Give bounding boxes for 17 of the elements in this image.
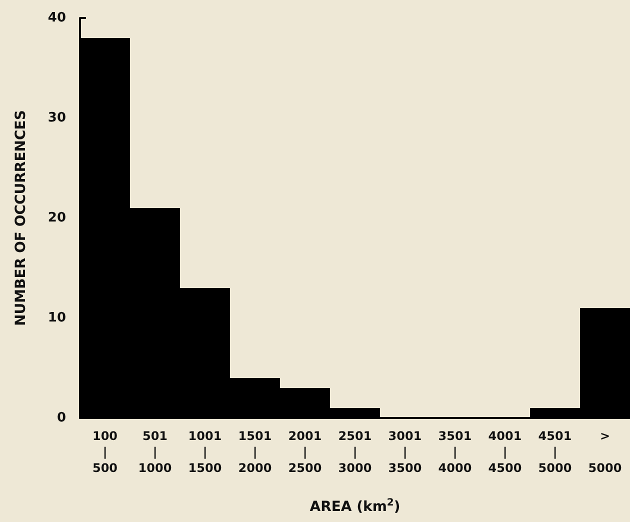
x-tick-label: 3001 | 3500 [388, 429, 422, 475]
y-tick-label: 20 [48, 210, 66, 226]
x-tick-label: 1001 | 1500 [188, 429, 222, 475]
x-tick-label: 3501 | 4000 [438, 429, 472, 475]
y-tick-label: 0 [56, 410, 66, 426]
y-tick-label: 40 [48, 10, 66, 26]
y-tick-label: 10 [48, 310, 66, 326]
category-label: > 5000 [588, 429, 622, 475]
x-tick-label: 2001 | 2500 [288, 429, 322, 475]
x-tick-label: 100 | 500 [92, 429, 118, 475]
x-tick-label: 1501 | 2000 [238, 429, 272, 475]
x-tick-label: 4001 | 4500 [488, 429, 522, 475]
y-axis-title: NUMBER OF OCCURRENCES [13, 110, 29, 326]
x-tick-label: 2501 | 3000 [338, 429, 372, 475]
x-tick-label: 4501 | 5000 [538, 429, 572, 475]
y-tick-label: 30 [48, 110, 66, 126]
x-tick-label: 501 | 1000 [138, 429, 172, 475]
